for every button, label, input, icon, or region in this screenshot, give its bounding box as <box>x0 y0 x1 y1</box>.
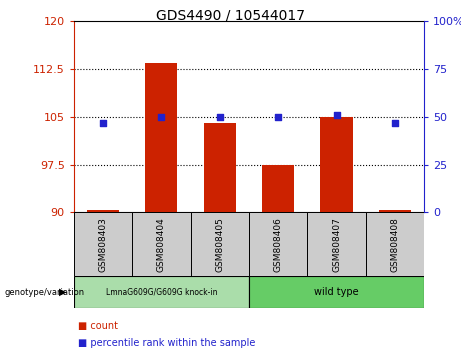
Bar <box>262 165 294 212</box>
Text: GSM808404: GSM808404 <box>157 217 166 272</box>
Bar <box>366 212 424 276</box>
Point <box>216 114 224 120</box>
Text: ■ count: ■ count <box>78 321 118 331</box>
Point <box>333 112 340 118</box>
Bar <box>145 63 177 212</box>
Bar <box>132 212 190 276</box>
Bar <box>320 117 353 212</box>
Text: GSM808407: GSM808407 <box>332 217 341 272</box>
Point <box>99 120 106 125</box>
Text: GSM808405: GSM808405 <box>215 217 224 272</box>
Text: GSM808403: GSM808403 <box>99 217 107 272</box>
Text: LmnaG609G/G609G knock-in: LmnaG609G/G609G knock-in <box>106 287 217 297</box>
Point <box>391 120 399 125</box>
Point <box>274 114 282 120</box>
Bar <box>379 211 411 212</box>
Bar <box>74 276 249 308</box>
Bar <box>87 211 119 212</box>
Text: genotype/variation: genotype/variation <box>5 287 85 297</box>
Text: wild type: wild type <box>314 287 359 297</box>
Text: GSM808406: GSM808406 <box>274 217 283 272</box>
Text: GSM808408: GSM808408 <box>390 217 399 272</box>
Bar <box>74 212 132 276</box>
Bar <box>307 212 366 276</box>
Bar <box>249 212 307 276</box>
Point <box>158 114 165 120</box>
Text: ■ percentile rank within the sample: ■ percentile rank within the sample <box>78 338 256 348</box>
Text: ▶: ▶ <box>59 287 66 297</box>
Bar <box>249 276 424 308</box>
Text: GDS4490 / 10544017: GDS4490 / 10544017 <box>156 9 305 23</box>
Bar <box>204 123 236 212</box>
Bar <box>190 212 249 276</box>
